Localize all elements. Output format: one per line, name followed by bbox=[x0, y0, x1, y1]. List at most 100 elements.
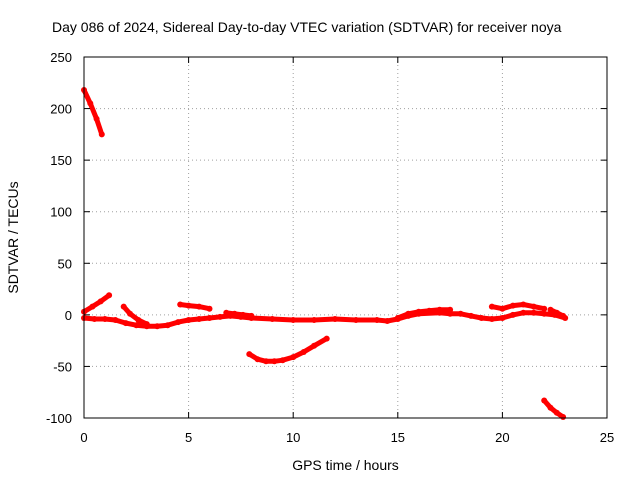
data-point bbox=[426, 307, 433, 314]
data-point bbox=[177, 301, 184, 308]
data-point bbox=[101, 316, 108, 322]
series-arc-main bbox=[81, 310, 568, 329]
data-point bbox=[384, 318, 391, 324]
data-point bbox=[530, 309, 537, 316]
data-point bbox=[300, 349, 307, 355]
data-point bbox=[246, 351, 253, 358]
data-point bbox=[290, 317, 297, 323]
data-point bbox=[405, 310, 412, 317]
data-point bbox=[185, 302, 192, 309]
y-tick-label: -100 bbox=[46, 411, 72, 426]
data-point bbox=[223, 309, 230, 316]
data-point bbox=[499, 315, 506, 321]
y-tick-label: 100 bbox=[50, 205, 72, 220]
data-point bbox=[106, 292, 113, 299]
data-point bbox=[478, 315, 485, 321]
x-tick-label: 0 bbox=[80, 430, 87, 445]
data-point bbox=[394, 315, 401, 321]
data-point bbox=[560, 414, 567, 420]
data-point bbox=[553, 309, 560, 316]
data-point bbox=[206, 305, 213, 312]
series-arc-late-low bbox=[541, 398, 566, 420]
axis-ticks: 0 5 10 15 20 25 -100 -50 0 50 100 150 200 250 bbox=[46, 50, 614, 445]
data-series bbox=[81, 87, 569, 420]
data-point bbox=[120, 303, 127, 310]
series-arc-negative bbox=[246, 336, 330, 364]
data-point bbox=[541, 310, 548, 317]
data-point bbox=[279, 357, 286, 364]
data-point bbox=[185, 317, 192, 323]
data-point bbox=[499, 305, 506, 312]
data-point bbox=[290, 354, 297, 361]
data-point bbox=[547, 404, 554, 411]
y-tick-label: -50 bbox=[53, 359, 72, 374]
data-point bbox=[127, 310, 133, 317]
plot-frame bbox=[83, 56, 608, 419]
data-point bbox=[457, 310, 464, 317]
data-point bbox=[91, 316, 98, 322]
data-point bbox=[447, 306, 454, 313]
data-point bbox=[488, 316, 495, 322]
data-point bbox=[154, 323, 161, 330]
data-point bbox=[468, 312, 474, 319]
x-axis-label: GPS time / hours bbox=[292, 457, 399, 473]
y-axis-label: SDTVAR / TECUs bbox=[5, 181, 21, 293]
x-tick-label: 10 bbox=[286, 430, 300, 445]
data-point bbox=[373, 317, 380, 323]
data-point bbox=[97, 298, 104, 305]
data-point bbox=[415, 308, 422, 315]
data-point bbox=[271, 358, 278, 365]
data-point bbox=[311, 317, 318, 323]
series-arc-rise bbox=[81, 292, 112, 315]
data-point bbox=[240, 311, 246, 318]
data-point bbox=[196, 303, 203, 310]
data-point bbox=[353, 317, 359, 323]
data-point bbox=[122, 320, 129, 327]
data-point bbox=[269, 316, 276, 322]
y-tick-label: 250 bbox=[50, 50, 72, 65]
data-point bbox=[332, 316, 338, 322]
data-point bbox=[143, 321, 150, 328]
data-point bbox=[520, 309, 527, 316]
data-point bbox=[135, 317, 142, 323]
grid-lines bbox=[84, 57, 607, 418]
data-point bbox=[488, 303, 495, 310]
data-point bbox=[217, 313, 223, 320]
data-point bbox=[520, 301, 527, 308]
series-arc-dip-2h bbox=[121, 304, 150, 327]
data-point bbox=[509, 302, 516, 309]
data-point bbox=[541, 397, 548, 404]
data-point bbox=[87, 100, 94, 107]
chart-title: Day 086 of 2024, Sidereal Day-to-day VTE… bbox=[52, 19, 562, 35]
data-point bbox=[175, 319, 182, 326]
data-point bbox=[530, 303, 537, 310]
y-tick-label: 0 bbox=[65, 308, 72, 323]
data-point bbox=[547, 306, 554, 313]
data-point bbox=[133, 322, 140, 329]
data-point bbox=[541, 305, 548, 312]
y-tick-label: 200 bbox=[50, 102, 72, 117]
data-point bbox=[89, 303, 96, 310]
series-arc-5h bbox=[177, 302, 212, 312]
data-point bbox=[112, 317, 119, 323]
data-point bbox=[231, 310, 238, 317]
data-point bbox=[206, 315, 213, 321]
x-tick-label: 15 bbox=[391, 430, 405, 445]
y-tick-label: 150 bbox=[50, 153, 72, 168]
data-point bbox=[93, 115, 100, 122]
series-arc-7h bbox=[223, 310, 254, 319]
data-point bbox=[323, 335, 330, 342]
data-point bbox=[560, 312, 567, 319]
x-tick-label: 25 bbox=[600, 430, 614, 445]
data-point bbox=[436, 306, 443, 313]
data-point bbox=[254, 356, 261, 363]
data-point bbox=[196, 316, 203, 322]
data-point bbox=[311, 342, 318, 349]
series-arc-early-high bbox=[81, 87, 105, 137]
data-point bbox=[263, 358, 269, 365]
data-point bbox=[553, 409, 560, 416]
data-point bbox=[98, 131, 105, 138]
x-tick-label: 5 bbox=[185, 430, 192, 445]
data-point bbox=[447, 310, 454, 317]
